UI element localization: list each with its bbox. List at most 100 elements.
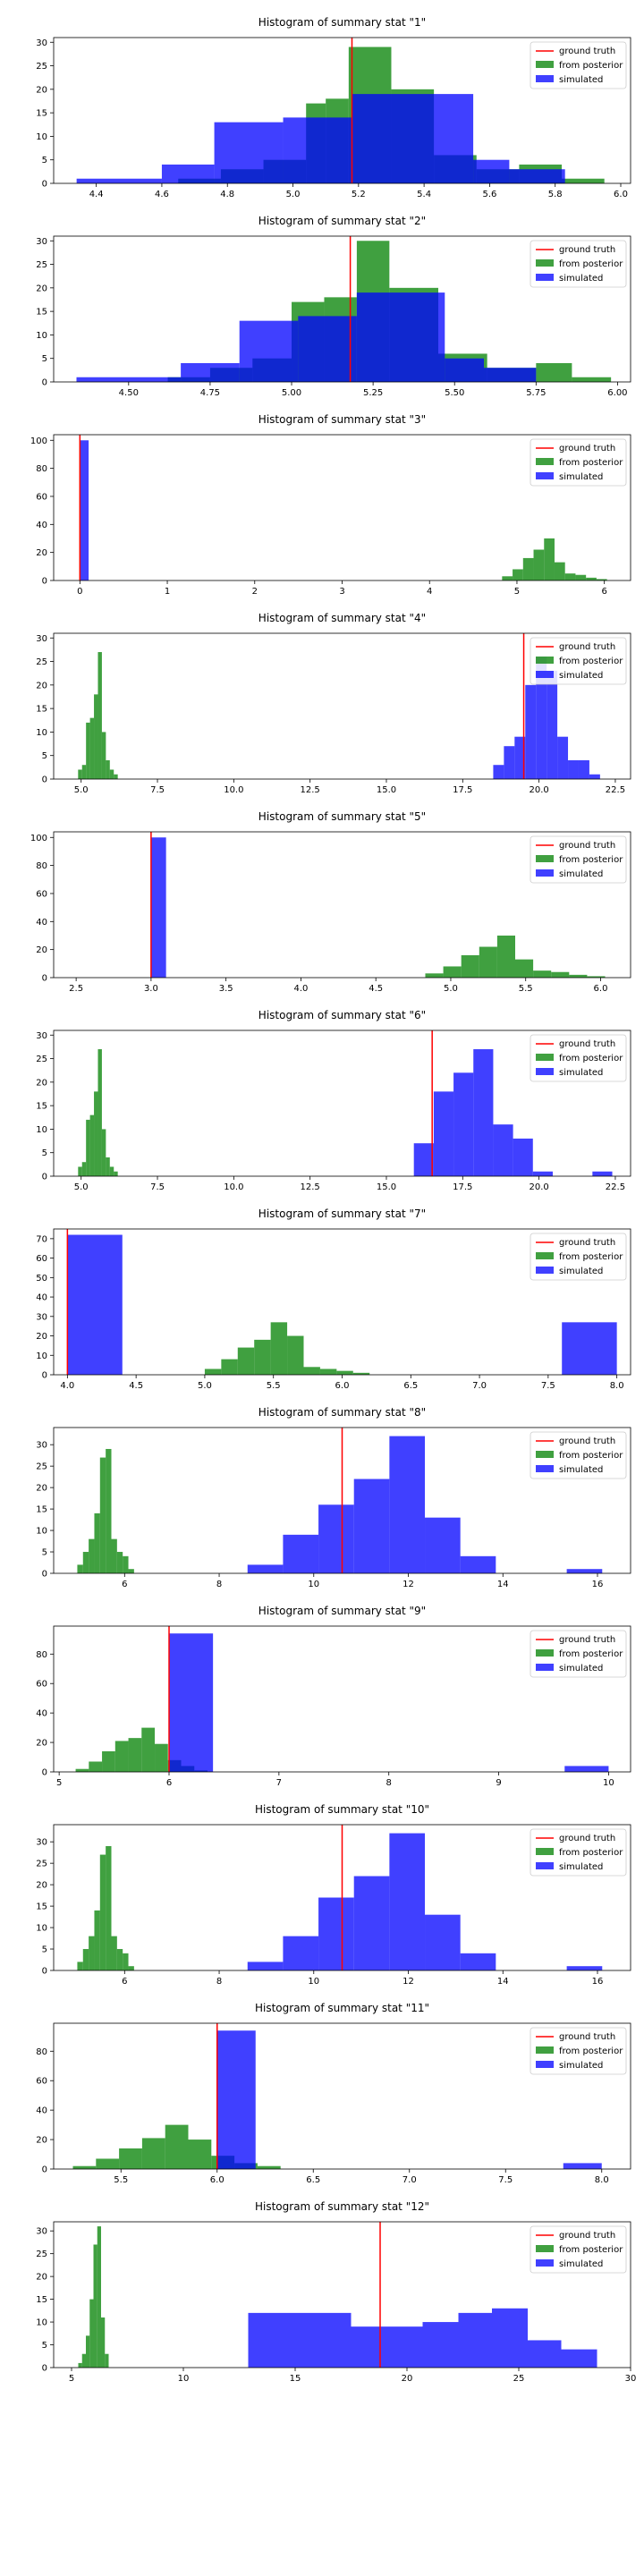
x-tick-label: 6 <box>122 1977 127 1987</box>
posterior-bar <box>82 1949 89 1970</box>
simulated-bar <box>389 1833 426 1970</box>
axes-frame <box>53 37 631 184</box>
posterior-bar <box>86 2335 90 2368</box>
posterior-bar <box>116 1552 123 1573</box>
panel-title: Histogram of summary stat "7" <box>258 1208 426 1220</box>
plot-area <box>75 1626 609 1772</box>
x-tick-label: 5 <box>69 2374 74 2384</box>
simulated-bar <box>216 2030 256 2169</box>
x-tick-label: 6 <box>601 587 606 597</box>
simulated-bar <box>318 1504 354 1573</box>
y-tick-label: 80 <box>36 464 47 474</box>
y-tick-label: 25 <box>36 1462 47 1472</box>
legend: ground truth from posterior simulated <box>530 438 627 487</box>
legend-label: simulated <box>559 1267 603 1276</box>
simulated-bar <box>547 671 558 779</box>
legend-simulated-swatch <box>536 2061 554 2068</box>
y-tick-label: 30 <box>36 1031 47 1041</box>
legend-simulated-swatch <box>536 75 554 82</box>
simulated-bar <box>80 440 89 580</box>
legend-label: simulated <box>559 1862 603 1872</box>
x-tick-label: 17.5 <box>453 1182 472 1192</box>
x-tick-label: 10 <box>308 1580 319 1589</box>
legend-label: simulated <box>559 671 603 681</box>
y-tick-label: 10 <box>36 728 47 738</box>
posterior-bar <box>513 569 523 580</box>
y-tick-label: 40 <box>36 918 47 928</box>
posterior-bar <box>109 769 114 779</box>
x-tick-label: 4.4 <box>89 190 104 199</box>
x-axis: 4.50 4.75 5.00 5.25 5.50 5.75 6.00 <box>119 382 628 398</box>
legend: ground truth from posterior simulated <box>530 1630 627 1678</box>
legend-simulated-swatch <box>536 1267 554 1274</box>
legend-posterior-swatch <box>536 657 554 664</box>
legend-label: ground truth <box>559 47 615 56</box>
y-tick-label: 5 <box>42 751 47 761</box>
x-tick-label: 4.5 <box>369 984 383 994</box>
legend: ground truth from posterior simulated <box>530 41 627 89</box>
x-tick-label: 5.5 <box>267 1381 281 1391</box>
legend-label: ground truth <box>559 1039 615 1049</box>
simulated-bar <box>353 1876 390 1970</box>
y-tick-label: 20 <box>36 1484 47 1494</box>
legend-box <box>530 2225 627 2274</box>
panel-title: Histogram of summary stat "3" <box>258 413 426 426</box>
x-tick-label: 6.0 <box>335 1381 350 1391</box>
simulated-bar <box>353 1479 390 1573</box>
x-tick-label: 14 <box>497 1580 509 1589</box>
simulated-bar <box>493 765 504 779</box>
y-tick-label: 0 <box>42 577 47 587</box>
legend-box <box>530 1233 627 1281</box>
simulated-bar <box>214 122 284 183</box>
simulated-bar <box>453 1072 474 1176</box>
posterior-bar <box>89 1936 95 1970</box>
legend-simulated-swatch <box>536 472 554 479</box>
legend-posterior-swatch <box>536 259 554 267</box>
posterior-bar <box>111 1936 117 1970</box>
y-tick-label: 20 <box>36 1078 47 1088</box>
posterior-bar <box>575 574 587 580</box>
y-axis: 0 20 40 60 80 100 <box>30 436 54 587</box>
legend: ground truth from posterior simulated <box>530 637 627 685</box>
axes-frame <box>53 1824 631 1971</box>
posterior-bar <box>77 1962 83 1970</box>
y-tick-label: 60 <box>36 2077 47 2087</box>
x-tick-label: 8 <box>216 1580 222 1589</box>
x-tick-label: 8 <box>386 1778 392 1788</box>
posterior-bar <box>114 774 118 779</box>
legend-label: from posterior <box>559 458 623 468</box>
x-tick-label: 4.8 <box>220 190 234 199</box>
x-axis: 4.0 4.5 5.0 5.5 6.0 6.5 7.0 7.5 8.0 <box>60 1375 624 1391</box>
simulated-bar <box>433 1091 454 1176</box>
posterior-bar <box>89 717 95 779</box>
y-tick-label: 80 <box>36 861 47 871</box>
simulated-bar <box>562 1322 617 1375</box>
posterior-bar <box>94 694 98 779</box>
simulated-bar <box>484 368 537 382</box>
posterior-bar <box>287 1335 304 1375</box>
simulated-bar <box>356 292 445 382</box>
posterior-bar <box>97 652 102 779</box>
legend-label: from posterior <box>559 1649 623 1659</box>
plot-area <box>78 2222 597 2368</box>
legend-box <box>530 240 627 288</box>
simulated-bar <box>578 759 589 779</box>
x-tick-label: 4 <box>427 587 432 597</box>
legend-box <box>530 41 627 89</box>
y-tick-label: 80 <box>36 2047 47 2057</box>
simulated-bar <box>525 684 537 779</box>
posterior-bar <box>165 2124 189 2169</box>
histogram-panel-6: Histogram of summary stat "6" 5.0 7.5 10.0 1… <box>36 1009 631 1192</box>
posterior-bar <box>94 1513 100 1573</box>
posterior-bar <box>106 1448 112 1573</box>
simulated-bar <box>351 2326 387 2368</box>
x-tick-label: 6.5 <box>403 1381 418 1391</box>
posterior-bar <box>89 1114 95 1176</box>
y-tick-label: 0 <box>42 378 47 388</box>
y-axis: 0 5 10 15 20 25 30 <box>36 1441 54 1580</box>
x-tick-label: 20.0 <box>529 785 548 795</box>
x-tick-label: 12 <box>402 1580 414 1589</box>
simulated-bar <box>563 2163 602 2169</box>
x-tick-label: 4.0 <box>293 984 308 994</box>
y-tick-label: 10 <box>36 1527 47 1537</box>
